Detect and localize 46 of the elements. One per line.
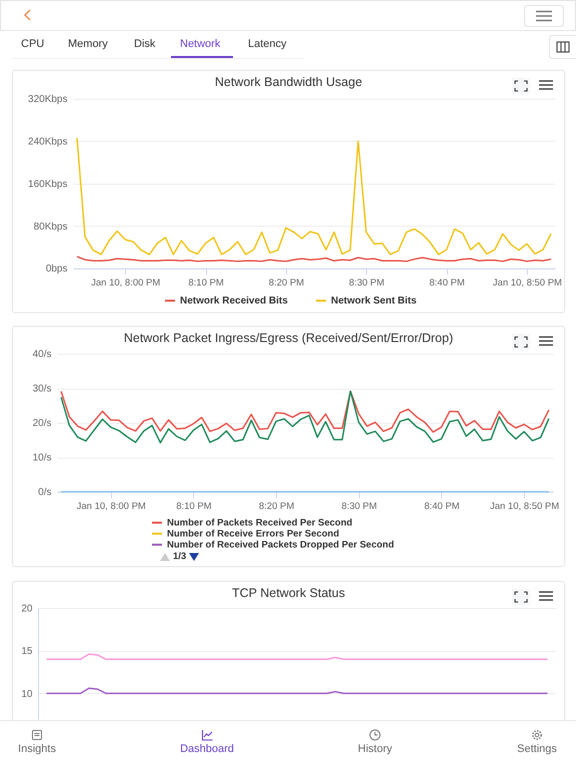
text: Memory (68, 38, 108, 50)
y-tick-label: 10/s (32, 452, 52, 464)
text: Network (180, 38, 220, 50)
text: 1/3 (173, 551, 186, 562)
x-tick-label: 8:30 PM (342, 501, 378, 512)
y-tick-label: 20 (21, 604, 33, 614)
text: Settings (517, 743, 557, 755)
x-tick-label: Jan 10, 8:00 PM (76, 501, 146, 512)
y-tick-label: 40/s (32, 349, 52, 360)
y-tick-label: 0bps (46, 264, 68, 275)
text: History (358, 743, 392, 755)
x-tick-label: 8:10 PM (188, 278, 224, 289)
x-tick-label: Jan 10, 8:00 PM (91, 278, 160, 289)
text: Latency (248, 38, 287, 50)
text: Insights (18, 743, 56, 755)
x-tick-label: 8:30 PM (349, 278, 384, 289)
line-series (60, 390, 550, 433)
x-tick-label: Jan 10, 8:50 PM (490, 501, 560, 512)
y-tick-label: 10 (21, 688, 33, 700)
y-tick-label: 30/s (32, 384, 52, 395)
x-tick-label: 8:40 PM (424, 501, 460, 512)
legend-label: Number of Packets Received Per Second (167, 518, 353, 529)
legend-label: Network Received Bits (180, 296, 288, 307)
line-series (76, 137, 552, 256)
x-tick-label: Jan 10, 8:50 PM (492, 278, 562, 289)
x-tick-label: 8:10 PM (176, 501, 212, 512)
y-tick-label: 80Kbps (34, 221, 68, 232)
text: Disk (134, 38, 156, 50)
legend-label: Number of Receive Errors Per Second (167, 528, 340, 540)
chart-title: Network Bandwidth Usage (214, 75, 364, 89)
x-tick-label: 8:20 PM (268, 278, 304, 289)
y-tick-label: 20/s (32, 418, 52, 430)
x-tick-label: 8:20 PM (258, 501, 294, 512)
text: Dashboard (180, 743, 234, 755)
chart-title: TCP Network Status (230, 586, 346, 600)
y-tick-label: 15 (21, 646, 33, 658)
y-tick-label: 0/s (38, 487, 52, 498)
y-tick-label: 320Kbps (28, 94, 68, 106)
legend-label: Number of Received Packets Dropped Per Second (167, 540, 394, 551)
text: CPU (21, 38, 44, 50)
x-tick-label: 8:40 PM (429, 278, 465, 289)
line-series (60, 390, 550, 444)
chart-title: Network Packet Ingress/Egress (Received/Sent/Error/Drop) (122, 331, 454, 345)
legend-label: Network Sent Bits (331, 296, 418, 307)
y-tick-label: 240Kbps (28, 136, 68, 148)
y-tick-label: 160Kbps (28, 178, 68, 190)
